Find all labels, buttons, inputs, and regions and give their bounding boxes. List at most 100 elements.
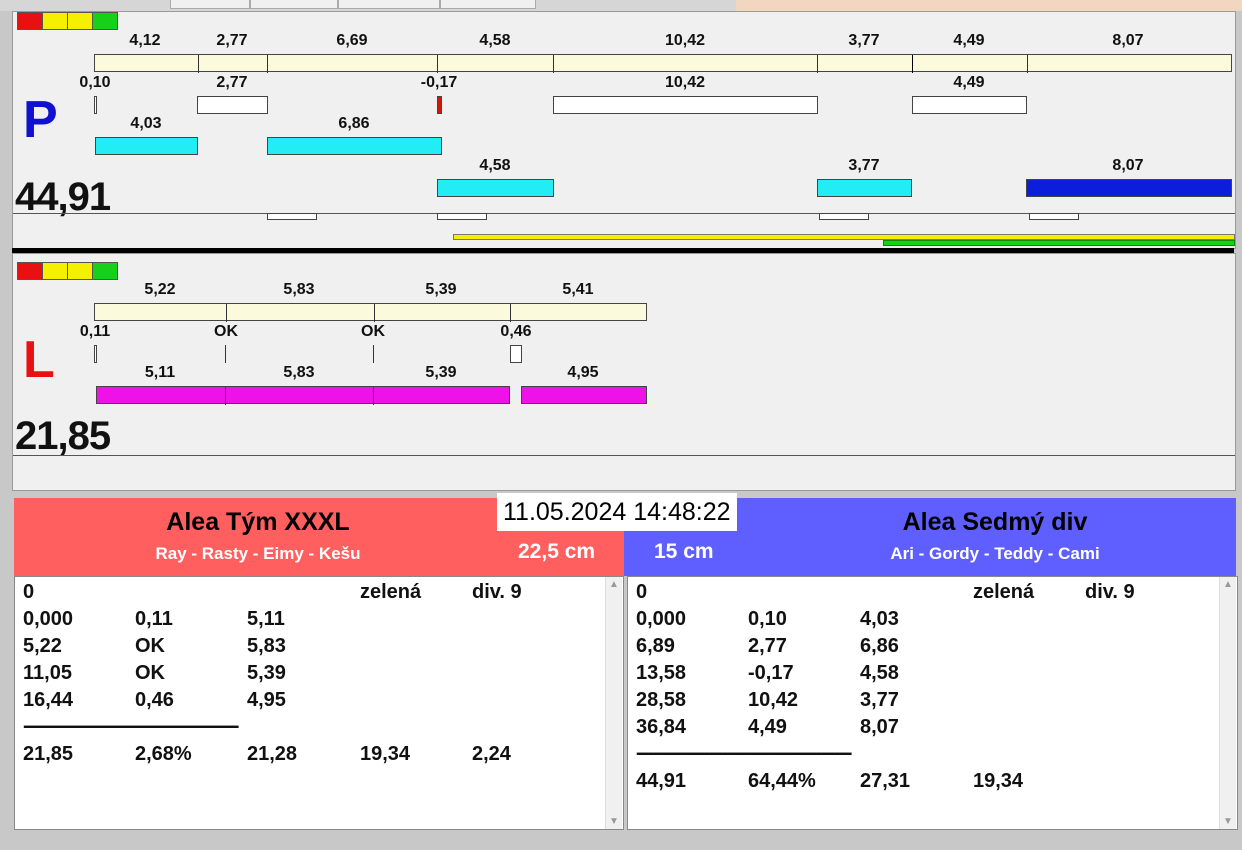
cell: 36,84 xyxy=(636,716,687,738)
segment-label: 5,11 xyxy=(144,364,176,381)
left-team-distance: 22,5 cm xyxy=(518,540,596,563)
scroll-up-icon[interactable]: ▲ xyxy=(609,579,619,590)
cell: 0,000 xyxy=(636,608,687,630)
cell: 10,42 xyxy=(748,689,799,711)
traffic-lights xyxy=(17,12,118,30)
left-team-header: Alea Tým XXXL Ray - Rasty - Eimy - Kešu … xyxy=(14,498,624,576)
light-red xyxy=(18,13,43,29)
progress-green xyxy=(883,240,1235,246)
segment-label: 6,86 xyxy=(338,115,370,132)
cell: 0,10 xyxy=(748,608,787,630)
segment-label: OK xyxy=(214,323,238,340)
cell: OK xyxy=(135,635,165,657)
cell: 21,28 xyxy=(247,743,298,765)
scroll-down-icon[interactable]: ▼ xyxy=(1223,816,1233,827)
bar-divider xyxy=(225,387,226,405)
cell: 19,34 xyxy=(973,770,1024,792)
bar-divider xyxy=(817,55,818,73)
segment-label: OK xyxy=(361,323,385,340)
segment-label: 5,39 xyxy=(425,281,457,298)
cell: 3,77 xyxy=(860,689,899,711)
panel-l: 5,22 5,83 5,39 5,41 0,11 OK OK 0,46 L 5,… xyxy=(12,253,1236,491)
cell: 4,49 xyxy=(748,716,787,738)
segment-label: 8,07 xyxy=(1112,32,1144,49)
cell: 19,34 xyxy=(360,743,411,765)
segment-label: 0,10 xyxy=(79,74,111,91)
header-cell: zelená xyxy=(973,581,1035,603)
segment-label: 4,49 xyxy=(953,74,985,91)
marker xyxy=(267,213,317,220)
scroll-up-icon[interactable]: ▲ xyxy=(1223,579,1233,590)
throw-bar xyxy=(521,386,647,404)
throw-bar-final xyxy=(1026,179,1232,197)
left-team-name: Alea Tým XXXL xyxy=(166,508,350,536)
cell: 11,05 xyxy=(23,662,72,684)
throw-bar xyxy=(96,386,510,405)
right-team-members: Ari - Gordy - Teddy - Cami xyxy=(890,544,1100,563)
tab[interactable] xyxy=(440,0,536,9)
cell: 5,11 xyxy=(247,608,285,630)
cumulative-bar xyxy=(94,54,1232,73)
segment-label: 4,58 xyxy=(479,32,511,49)
header-cell: 0 xyxy=(23,581,35,603)
cell: 13,58 xyxy=(636,662,687,684)
bar-divider xyxy=(553,55,554,73)
segment-label: 5,41 xyxy=(562,281,594,298)
throw-bar xyxy=(95,137,198,155)
tab[interactable] xyxy=(170,0,250,9)
right-team-name: Alea Sedmý div xyxy=(902,508,1088,536)
gap-bar xyxy=(94,96,97,114)
traffic-lights xyxy=(17,262,118,280)
cell: 2,77 xyxy=(748,635,787,657)
cell: 2,68% xyxy=(135,743,192,765)
baseline xyxy=(13,455,1235,456)
right-team-distance: 15 cm xyxy=(654,540,714,563)
cell: 0,46 xyxy=(135,689,174,711)
bar-divider xyxy=(226,304,227,322)
segment-label: -0,17 xyxy=(420,74,458,91)
throw-bar xyxy=(267,137,442,155)
gap-bar-ok xyxy=(225,345,226,363)
segment-label: 4,49 xyxy=(953,32,985,49)
segment-label: 4,58 xyxy=(479,157,511,174)
segment-label: 3,77 xyxy=(848,32,880,49)
list-separator: ----------------------------------------… xyxy=(636,742,852,764)
panel-divider xyxy=(12,248,1234,253)
cell: 2,24 xyxy=(472,743,511,765)
cell: 44,91 xyxy=(636,770,687,792)
marker xyxy=(437,213,487,220)
scrollbar[interactable]: ▲ ▼ xyxy=(605,577,622,829)
segment-label: 5,39 xyxy=(425,364,457,381)
scrollbar[interactable]: ▲ ▼ xyxy=(1219,577,1236,829)
throw-bar xyxy=(437,179,554,197)
cumulative-bar xyxy=(94,303,647,322)
scroll-down-icon[interactable]: ▼ xyxy=(609,816,619,827)
header-cell: div. 9 xyxy=(472,581,522,603)
segment-label: 6,69 xyxy=(336,32,368,49)
panel-p: 4,12 2,77 6,69 4,58 10,42 3,77 4,49 8,07… xyxy=(12,11,1236,249)
panel-letter-p: P xyxy=(23,91,58,149)
gap-bar-ok xyxy=(373,345,374,363)
tab[interactable] xyxy=(250,0,338,9)
header-cell: div. 9 xyxy=(1085,581,1135,603)
progress-yellow xyxy=(453,234,1235,240)
right-results-list[interactable]: 0 zelená div. 9 0,000 0,10 4,03 6,89 2,7… xyxy=(627,576,1238,830)
cell: 0,11 xyxy=(135,608,173,630)
gap-bar xyxy=(94,345,97,363)
header-cell: 0 xyxy=(636,581,648,603)
bar-divider xyxy=(437,55,438,73)
panel-total: 44,91 xyxy=(15,175,111,219)
light-yellow xyxy=(68,13,93,29)
cell: -0,17 xyxy=(748,662,794,684)
segment-label: 0,11 xyxy=(79,323,111,340)
bar-divider xyxy=(373,387,374,405)
left-results-list[interactable]: 0 zelená div. 9 0,000 0,11 5,11 5,22 OK … xyxy=(14,576,624,830)
segment-label: 2,77 xyxy=(216,32,248,49)
throw-bar xyxy=(817,179,912,197)
panel-letter-l: L xyxy=(23,331,55,389)
segment-label: 4,03 xyxy=(130,115,162,132)
cell: OK xyxy=(135,662,165,684)
segment-label: 8,07 xyxy=(1112,157,1144,174)
bar-divider xyxy=(1027,55,1028,73)
tab[interactable] xyxy=(338,0,440,9)
